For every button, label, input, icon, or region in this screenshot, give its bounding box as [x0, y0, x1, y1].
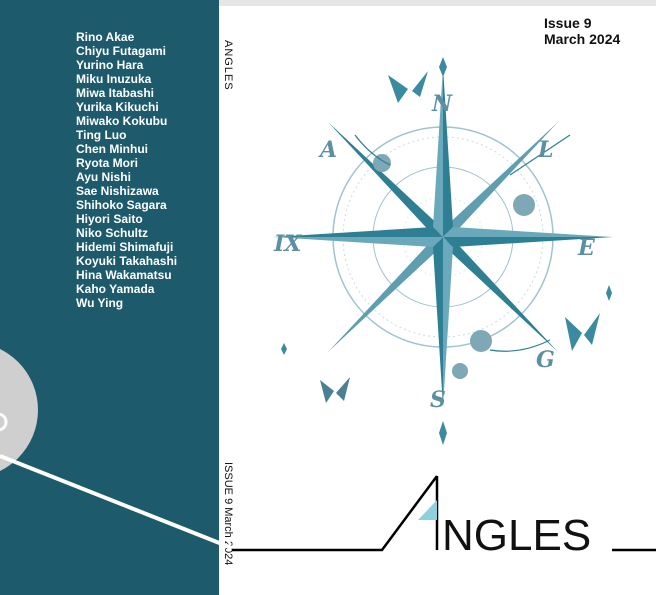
flower-decorations: [373, 154, 535, 379]
diamond-decorations: [281, 57, 612, 445]
issue-date: March 2024: [544, 31, 621, 47]
compass-letter-g: G: [536, 347, 555, 373]
angles-logo: A NGLES: [232, 475, 656, 558]
spine-title: ANGLES: [222, 40, 234, 91]
butterfly-icon: [565, 313, 600, 351]
contributor-name: Yurino Hara: [76, 58, 144, 72]
contributor-name: Hidemi Shimafuji: [76, 240, 174, 254]
compass-letter-ix: IX: [273, 231, 302, 257]
contributor-name: Miwa Itabashi: [76, 86, 155, 100]
logo-wordmark: NGLES: [442, 511, 591, 558]
logo-baseline: [232, 475, 439, 552]
decorative-diagonal-line: [0, 454, 233, 550]
contributor-name: Wu Ying: [76, 296, 124, 310]
contributor-name: Ayu Nishi: [76, 170, 131, 184]
contributor-name: Ryota Mori: [76, 156, 139, 170]
contributor-name: Sae Nishizawa: [76, 184, 159, 198]
decorative-circle-mark: [0, 412, 8, 432]
compass-letter-n: N: [431, 91, 453, 117]
contributor-name: Miwako Kokubu: [76, 114, 168, 128]
contributor-name: Chen Minhui: [76, 142, 148, 156]
butterfly-icon: [320, 377, 350, 403]
contributor-name: Niko Schultz: [76, 226, 149, 240]
contributor-name: Miku Inuzuka: [76, 72, 152, 86]
compass-letter-l: L: [537, 137, 553, 163]
contributor-name: Shihoko Sagara: [76, 198, 167, 212]
compass-star: [273, 67, 613, 407]
contributor-name: Hiyori Saito: [76, 212, 143, 226]
spine-issue-date: ISSUE 9 March 2024: [222, 462, 234, 566]
butterfly-icon: [388, 71, 428, 103]
contributor-list: Rino Akae Chiyu Futagami Yurino Hara Mik…: [76, 30, 177, 310]
issue-info: Issue 9 March 2024: [544, 15, 620, 47]
compass-illustration: N A L IX E G S: [273, 57, 613, 445]
contributor-name: Kaho Yamada: [76, 282, 155, 296]
compass-diagonal-rays: [328, 122, 558, 352]
contributor-name: Koyuki Takahashi: [76, 254, 178, 268]
contributor-name: Ting Luo: [76, 128, 127, 142]
contributor-name: Chiyu Futagami: [76, 44, 167, 58]
top-edge-bar: [219, 0, 656, 6]
contributor-name: Hina Wakamatsu: [76, 268, 172, 282]
logo-triangle: [418, 500, 437, 520]
contributor-name: Rino Akae: [76, 30, 135, 44]
compass-letter-s: S: [430, 387, 446, 413]
compass-letter-e: E: [577, 235, 596, 261]
issue-number: Issue 9: [544, 15, 592, 31]
contributor-name: Yurika Kikuchi: [76, 100, 159, 114]
back-cover: Rino Akae Chiyu Futagami Yurino Hara Mik…: [0, 0, 219, 595]
compass-letter-a: A: [318, 137, 337, 163]
vine-decorations: [354, 134, 571, 352]
decorative-circle: [0, 348, 38, 472]
